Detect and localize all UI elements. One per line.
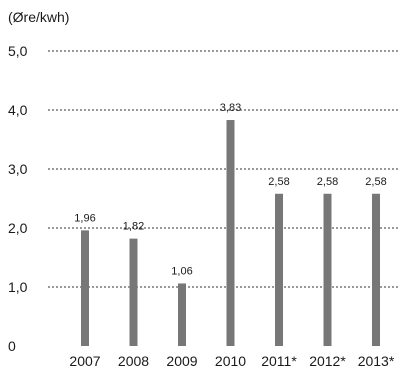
gridlines xyxy=(48,50,398,288)
y-tick-label-5: 5,0 xyxy=(8,43,28,59)
y-tick-label-2: 2,0 xyxy=(8,220,28,236)
bar-2010 xyxy=(226,120,235,346)
value-label-4: 2,58 xyxy=(268,176,289,188)
x-tick-label-3: 2010 xyxy=(215,353,246,369)
y-tick-label-0: 0 xyxy=(8,338,16,354)
bar-2009 xyxy=(178,283,186,346)
bar-2007 xyxy=(81,230,89,346)
value-label-1: 1,82 xyxy=(123,221,144,233)
y-tick-label-1: 1,0 xyxy=(8,279,28,295)
bar-2013-est xyxy=(372,193,380,346)
x-tick-label-4: 2011* xyxy=(261,353,297,369)
bar-2012-est xyxy=(323,193,332,346)
bars xyxy=(81,120,380,346)
y-tick-label-4: 4,0 xyxy=(8,102,28,118)
value-label-0: 1,96 xyxy=(74,212,95,224)
labels: 0 1,0 2,0 3,0 4,0 5,0 1,96 2007 1,82 2008 1,06 2009… xyxy=(8,43,395,369)
x-tick-label-6: 2013* xyxy=(358,353,395,369)
y-tick-label-3: 3,0 xyxy=(8,161,28,177)
unit-label: (Øre/kwh) xyxy=(8,9,69,25)
x-tick-label-1: 2008 xyxy=(118,353,149,369)
value-label-3: 3,83 xyxy=(220,102,241,114)
value-label-5: 2,58 xyxy=(317,176,338,188)
bar-2011-est xyxy=(275,193,283,346)
value-label-6: 2,58 xyxy=(365,176,386,188)
x-tick-label-2: 2009 xyxy=(166,353,197,369)
x-tick-label-0: 2007 xyxy=(69,353,100,369)
x-tick-label-5: 2012* xyxy=(309,353,346,369)
value-label-2: 1,06 xyxy=(171,265,192,277)
bar-2008 xyxy=(129,238,138,346)
